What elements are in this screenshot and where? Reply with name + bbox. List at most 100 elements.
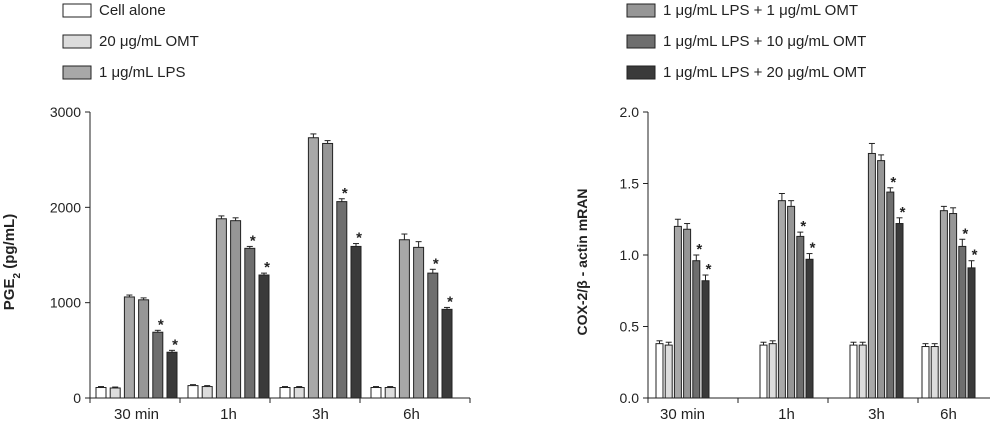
bar: [930, 346, 939, 399]
x-tick-label: 3h: [868, 406, 885, 423]
bar: [958, 245, 967, 399]
x-tick-label: 30 min: [114, 406, 159, 423]
legend-swatch: [62, 3, 92, 18]
bar: [109, 387, 121, 399]
chart-cox2: 0.00.51.01.52.0**30 min**1h**3h**6hCOX-2…: [574, 104, 990, 423]
y-tick-label: 1.5: [620, 176, 640, 192]
significance-marker: *: [433, 255, 439, 272]
significance-marker: *: [696, 241, 702, 258]
bar: [166, 351, 178, 399]
legend-swatch: [626, 34, 656, 49]
x-tick-label: 30 min: [660, 406, 705, 423]
legend-swatch: [626, 65, 656, 80]
legend-label: 1 μg/mL LPS + 10 μg/mL OMT: [663, 33, 866, 50]
significance-marker: *: [900, 204, 906, 221]
significance-marker: *: [342, 185, 348, 202]
significance-marker: *: [810, 240, 816, 257]
y-tick-label: 2000: [50, 199, 81, 215]
chart-pge2: 0 1000 2000 3000 * * 30 min * * 1h * * 3h * * 6h PGE2 (p…: [1, 104, 471, 423]
bar: [939, 210, 948, 399]
bar: [949, 213, 958, 399]
bar: [664, 344, 673, 399]
bar: [921, 346, 930, 399]
bar: [398, 239, 410, 399]
legend-label: 1 μg/mL LPS + 1 μg/mL OMT: [663, 2, 858, 19]
bar: [123, 296, 135, 399]
bar: [307, 137, 319, 399]
bar: [858, 344, 867, 399]
x-tick-label: 1h: [220, 406, 237, 423]
bar: [895, 223, 904, 399]
legend-swatch: [626, 3, 656, 18]
legend-left: Cell alone 20 μg/mL OMT 1 μg/mL LPS: [62, 2, 199, 81]
bar: [805, 258, 814, 399]
y-tick-label: 0: [73, 390, 81, 406]
x-tick-label: 6h: [940, 406, 957, 423]
bar: [849, 344, 858, 399]
y-axis-title-main: PGE: [1, 279, 18, 311]
significance-marker: *: [447, 293, 453, 310]
bar: [777, 200, 786, 399]
y-tick-label: 0.5: [620, 319, 640, 335]
bar: [293, 387, 305, 399]
x-tick-label: 1h: [778, 406, 795, 423]
y-tick-label: 3000: [50, 104, 81, 120]
legend-right: 1 μg/mL LPS + 1 μg/mL OMT 1 μg/mL LPS + 1…: [626, 2, 866, 81]
bar: [413, 246, 425, 399]
y-axis-title-rest: (pg/mL): [1, 214, 18, 273]
y-axis-title-subscript: 2: [12, 273, 23, 279]
legend-label: 1 μg/mL LPS: [99, 64, 185, 81]
bar: [701, 280, 710, 399]
bar: [322, 142, 334, 399]
bar: [336, 201, 348, 399]
bar: [768, 343, 777, 399]
bar: [673, 225, 682, 399]
bar: [867, 152, 876, 399]
bar: [692, 260, 701, 399]
significance-marker: *: [962, 225, 968, 242]
bar: [759, 344, 768, 399]
significance-marker: *: [972, 247, 978, 264]
significance-marker: *: [250, 232, 256, 249]
bar: [244, 247, 256, 399]
y-tick-label: 1000: [50, 295, 81, 311]
bar: [967, 267, 976, 399]
bar: [201, 386, 213, 399]
y-axis-title: COX-2/β - actin mRAN: [574, 188, 590, 335]
legend-label: 1 μg/mL LPS + 20 μg/mL OMT: [663, 64, 866, 81]
bar: [258, 274, 270, 399]
y-tick-label: 1.0: [620, 247, 640, 263]
significance-marker: *: [158, 316, 164, 333]
legend-swatch: [62, 65, 92, 80]
bar: [370, 387, 382, 399]
bar: [787, 205, 796, 399]
bar: [796, 235, 805, 399]
significance-marker: *: [172, 336, 178, 353]
y-axis-title: PGE2 (pg/mL): [1, 214, 23, 310]
bar: [877, 160, 886, 399]
bar: [441, 308, 453, 399]
legend-swatch: [62, 34, 92, 49]
bar: [279, 387, 291, 399]
significance-marker: *: [264, 259, 270, 276]
bar: [215, 218, 227, 399]
significance-marker: *: [356, 230, 362, 247]
y-tick-label: 0.0: [620, 390, 640, 406]
bar: [683, 228, 692, 399]
bar: [138, 299, 150, 399]
bar: [187, 385, 199, 399]
y-tick-label: 2.0: [620, 104, 640, 120]
bar: [384, 387, 396, 399]
bar: [427, 272, 439, 399]
bar: [95, 387, 107, 399]
bar: [230, 220, 242, 399]
legend-label: 20 μg/mL OMT: [99, 33, 199, 50]
significance-marker: *: [800, 218, 806, 235]
bar: [152, 331, 164, 399]
bar: [350, 245, 362, 399]
x-tick-label: 6h: [403, 406, 420, 423]
bar: [886, 191, 895, 399]
significance-marker: *: [706, 261, 712, 278]
